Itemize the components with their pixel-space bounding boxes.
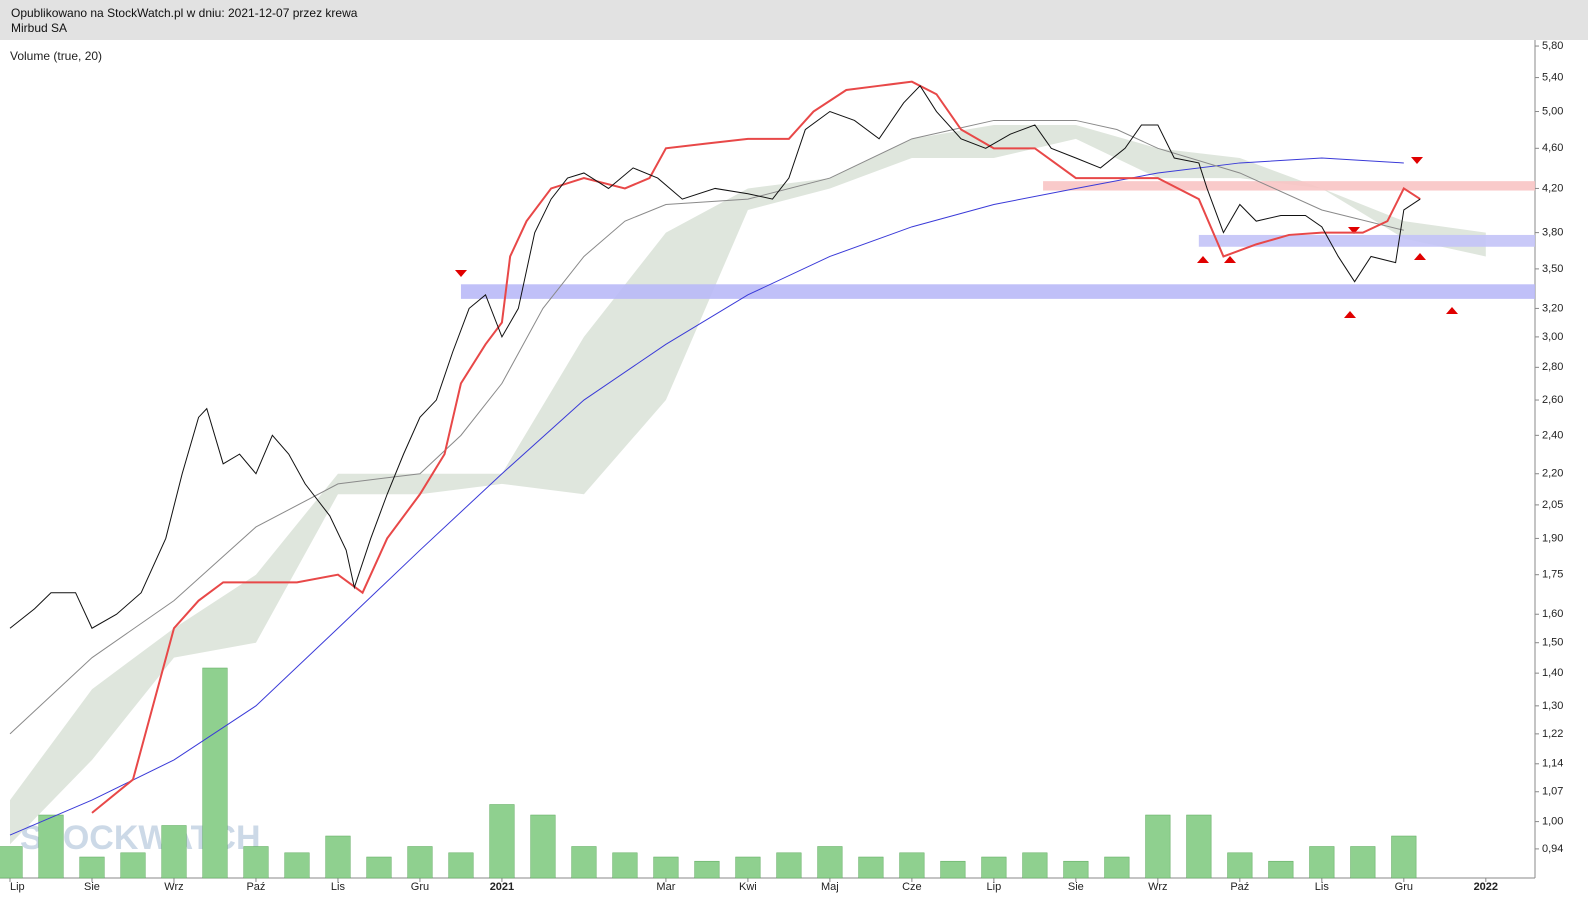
y-tick-label: 1,30 [1542, 700, 1563, 712]
volume-bar [161, 825, 187, 879]
header: Opublikowano na StockWatch.pl w dniu: 20… [0, 0, 1588, 40]
volume-bar [284, 852, 310, 879]
volume-bar [120, 852, 146, 879]
volume-bar [1350, 846, 1376, 879]
indicator-label: Volume (true, 20) [10, 49, 102, 63]
volume-bar [0, 846, 23, 879]
x-tick-label: Lis [1315, 881, 1330, 893]
instrument-name: Mirbud SA [11, 21, 68, 35]
y-tick-label: 1,00 [1542, 816, 1563, 828]
volume-bar [530, 814, 556, 879]
y-tick-label: 1,40 [1542, 667, 1563, 679]
y-tick-label: 2,20 [1542, 468, 1563, 480]
volume-bar [325, 835, 351, 879]
y-tick-label: 5,00 [1542, 105, 1563, 117]
y-tick-label: 3,50 [1542, 263, 1563, 275]
line-series [9, 85, 1421, 629]
volume-bar [1227, 852, 1253, 879]
volume-bar [1063, 860, 1089, 879]
volume-bar [1309, 846, 1335, 879]
x-tick-label: 2021 [490, 881, 514, 893]
volume-bar [1268, 860, 1294, 879]
y-tick-label: 3,20 [1542, 302, 1563, 314]
y-tick-label: 2,40 [1542, 429, 1563, 441]
y-tick-label: 3,80 [1542, 227, 1563, 239]
volume-bar [981, 856, 1007, 879]
volume-bar [694, 860, 720, 879]
x-tick-label: Mar [656, 881, 675, 893]
y-tick-label: 3,00 [1542, 331, 1563, 343]
volume-bar [1145, 814, 1171, 879]
volume-bar [940, 860, 966, 879]
volume-bar [1022, 852, 1048, 879]
x-tick-label: Cze [902, 881, 922, 893]
y-tick-label: 1,22 [1542, 728, 1563, 740]
volume-bar [448, 852, 474, 879]
price-zone [1043, 181, 1535, 191]
price-zone [1198, 234, 1535, 247]
y-tick-label: 0,94 [1542, 843, 1563, 855]
x-tick-label: Paź [246, 881, 265, 893]
volume-bar [612, 852, 638, 879]
y-tick-label: 2,05 [1542, 499, 1563, 511]
published-info: Opublikowano na StockWatch.pl w dniu: 20… [11, 6, 358, 20]
y-tick-label: 1,75 [1542, 569, 1563, 581]
price-zone [460, 284, 1535, 299]
volume-bar [817, 846, 843, 879]
y-tick-label: 1,50 [1542, 637, 1563, 649]
y-tick-label: 5,40 [1542, 71, 1563, 83]
volume-bar [407, 846, 433, 879]
x-tick-label: Wrz [1148, 881, 1167, 893]
volume-bar [1391, 835, 1417, 879]
y-tick-label: 1,60 [1542, 608, 1563, 620]
volume-bar [202, 667, 228, 879]
volume-bar [79, 856, 105, 879]
x-tick-label: Lis [331, 881, 346, 893]
volume-bar [899, 852, 925, 879]
y-tick-label: 2,60 [1542, 394, 1563, 406]
line-series [91, 80, 1421, 814]
volume-bar [858, 856, 884, 879]
volume-bar [1104, 856, 1130, 879]
x-tick-label: Paź [1230, 881, 1249, 893]
volume-bar [776, 852, 802, 879]
x-tick-label: Lip [987, 881, 1002, 893]
volume-bar [653, 856, 679, 879]
ichimoku-cloud [10, 124, 1486, 845]
y-tick-label: 1,90 [1542, 532, 1563, 544]
x-tick-label: Wrz [164, 881, 183, 893]
x-tick-label: Sie [1068, 881, 1084, 893]
x-tick-label: Maj [821, 881, 839, 893]
y-tick-label: 5,80 [1542, 40, 1563, 52]
x-tick-label: Gru [1395, 881, 1413, 893]
volume-bar [735, 856, 761, 879]
x-tick-label: Lip [10, 881, 25, 893]
x-tick-label: Sie [84, 881, 100, 893]
y-tick-label: 1,14 [1542, 758, 1563, 770]
volume-bar [1186, 814, 1212, 879]
x-tick-label: Kwi [739, 881, 757, 893]
line-series [9, 119, 1404, 735]
line-series [9, 157, 1404, 836]
volume-bar [38, 814, 64, 879]
y-tick-label: 2,80 [1542, 361, 1563, 373]
x-tick-label: Gru [411, 881, 429, 893]
y-tick-label: 1,07 [1542, 786, 1563, 798]
y-tick-label: 4,20 [1542, 182, 1563, 194]
volume-bar [489, 804, 515, 879]
volume-bar [366, 856, 392, 879]
y-tick-label: 4,60 [1542, 142, 1563, 154]
volume-bar [243, 846, 269, 879]
markers [455, 157, 1458, 318]
volume-bar [571, 846, 597, 879]
x-tick-label: 2022 [1474, 881, 1498, 893]
